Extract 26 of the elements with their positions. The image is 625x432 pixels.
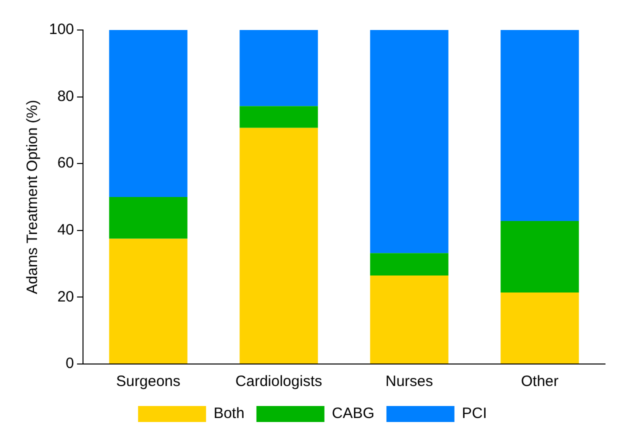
bar — [370, 253, 448, 276]
y-tick-label: 80 — [57, 88, 74, 105]
bar — [370, 30, 448, 254]
bar — [500, 292, 579, 364]
x-tick-label: Surgeons — [116, 373, 180, 390]
bar — [240, 106, 318, 128]
bar — [109, 197, 188, 239]
x-tick-label: Cardiologists — [235, 373, 322, 390]
y-tick-label: 20 — [57, 288, 74, 306]
y-axis-title: Adams Treatment Option (%) — [24, 100, 42, 294]
y-tick-label: 0 — [66, 355, 74, 372]
legend-label: PCI — [462, 405, 487, 422]
y-tick-label: 100 — [48, 21, 74, 38]
bar — [240, 30, 318, 106]
legend-label: Both — [214, 405, 244, 422]
bar — [500, 221, 579, 293]
y-tick-label: 40 — [57, 222, 74, 239]
bar — [109, 238, 188, 364]
bar — [240, 128, 318, 364]
bar — [370, 275, 448, 364]
y-tick-label: 60 — [57, 154, 74, 172]
x-tick-label: Other — [520, 373, 559, 390]
bar — [500, 30, 579, 222]
legend-label: CABG — [332, 405, 374, 422]
bar — [109, 30, 188, 197]
x-tick-label: Nurses — [386, 373, 434, 390]
